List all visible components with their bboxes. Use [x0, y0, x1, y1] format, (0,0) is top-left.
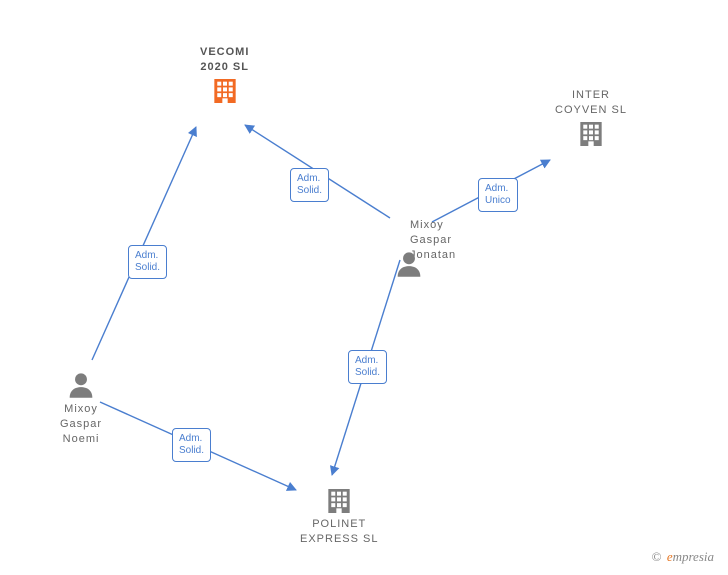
edge-label-noemi-vecomi: Adm. Solid.	[128, 245, 167, 279]
building-icon	[209, 75, 241, 107]
node-polinet[interactable]: POLINET EXPRESS SL	[300, 485, 378, 547]
edge-label-noemi-polinet: Adm. Solid.	[172, 428, 211, 462]
node-label: INTER COYVEN SL	[555, 88, 627, 118]
node-label: POLINET EXPRESS SL	[300, 517, 378, 547]
node-vecomi[interactable]: VECOMI 2020 SL	[200, 45, 249, 107]
building-icon	[323, 485, 355, 517]
diagram-canvas: VECOMI 2020 SL INTER COYVEN SL	[0, 0, 728, 575]
node-label: Mixoy Gaspar Noemi	[60, 402, 102, 447]
node-label: VECOMI 2020 SL	[200, 45, 249, 75]
watermark-rest: mpresia	[673, 549, 714, 564]
watermark: © empresia	[652, 549, 714, 565]
node-noemi[interactable]: Mixoy Gaspar Noemi	[60, 368, 102, 447]
edge-noemi-vecomi	[92, 127, 196, 360]
person-icon	[392, 247, 426, 281]
node-intercoyven[interactable]: INTER COYVEN SL	[555, 88, 627, 150]
edge-label-jonatan-intercoyven: Adm. Unico	[478, 178, 518, 212]
edge-label-jonatan-vecomi: Adm. Solid.	[290, 168, 329, 202]
copyright-symbol: ©	[652, 549, 662, 564]
edge-label-jonatan-polinet: Adm. Solid.	[348, 350, 387, 384]
node-jonatan[interactable]: Mixoy Gaspar Jonatan	[392, 218, 456, 281]
building-icon	[575, 118, 607, 150]
person-icon	[64, 368, 98, 402]
